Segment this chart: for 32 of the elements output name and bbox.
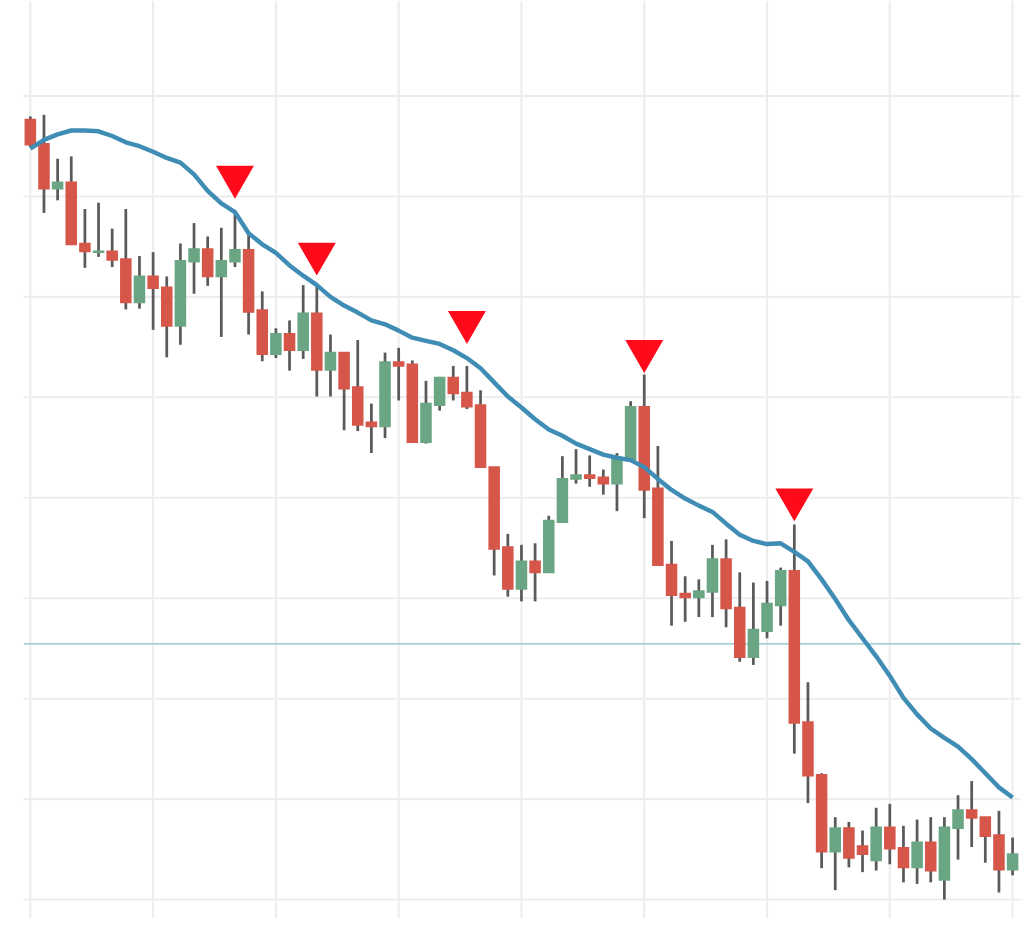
candlestick (570, 447, 582, 486)
candlestick (324, 333, 337, 398)
candlestick (897, 824, 910, 884)
point (625, 340, 663, 373)
candlestick (583, 454, 596, 489)
candlestick (952, 793, 964, 861)
point (298, 242, 336, 275)
candlestick (679, 574, 691, 624)
candlestick (693, 578, 705, 619)
candlestick (965, 779, 978, 849)
candlestick (829, 815, 842, 892)
candlestick (856, 829, 869, 874)
candlestick (979, 815, 992, 865)
candlestick (51, 157, 64, 202)
candlestick (461, 364, 473, 411)
candlestick (392, 346, 405, 402)
candlestick (1006, 836, 1019, 877)
candlestick (447, 364, 460, 402)
candlestick (884, 802, 896, 866)
candlestick (597, 468, 610, 497)
point (216, 165, 254, 199)
candlestick (106, 227, 118, 269)
candlestick (283, 319, 296, 373)
candlestick (92, 201, 105, 259)
candlestick (188, 221, 200, 296)
point (448, 311, 486, 344)
candlestick (215, 226, 228, 339)
candlestick (79, 207, 91, 270)
candlestick (529, 541, 541, 603)
candlestick (147, 250, 159, 332)
point (775, 488, 813, 521)
candlestick (270, 326, 282, 360)
